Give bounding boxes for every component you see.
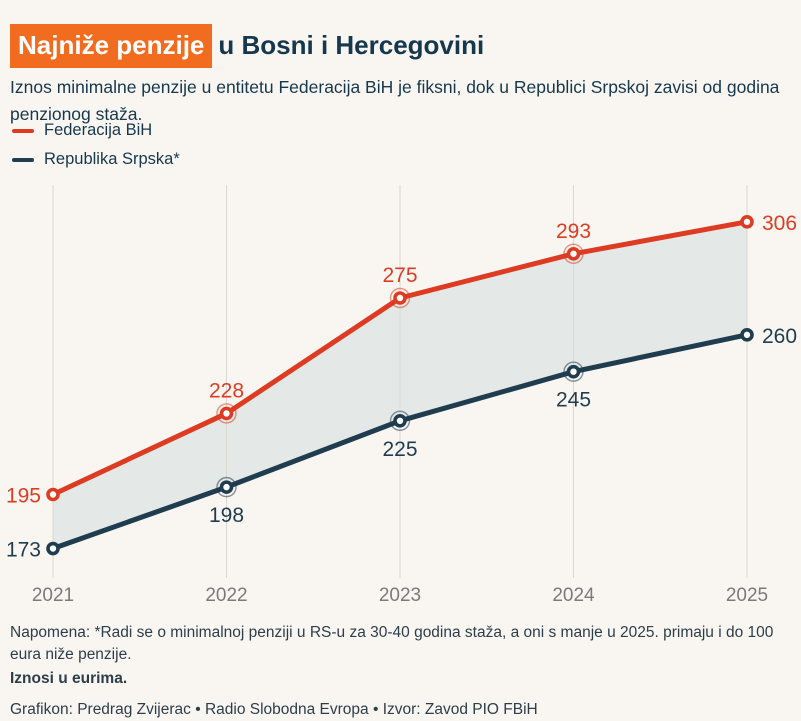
line-chart: 195 228 275 293 306 173 198 225 245 260 2021 2022 20… xyxy=(0,180,801,610)
data-point-marker xyxy=(393,291,407,305)
x-tick-label: 2025 xyxy=(726,585,768,606)
value-label: 198 xyxy=(209,504,244,527)
data-point-marker xyxy=(46,541,60,556)
pension-line-chart-svg: 195 228 275 293 306 173 198 225 245 260 2021 2022 20… xyxy=(6,185,797,606)
legend-label-republika: Republika Srpska* xyxy=(44,150,180,168)
footnote-units: Iznosi u eurima. xyxy=(10,670,128,687)
data-point-marker xyxy=(219,406,234,421)
data-point-marker xyxy=(566,246,581,261)
data-point-halo xyxy=(216,476,237,498)
credit-line: Grafikon: Predrag Zvijerac • Radio Slobo… xyxy=(10,701,538,718)
footnotes: Napomena: *Radi se o minimalnoj penziji … xyxy=(10,622,796,721)
value-label: 306 xyxy=(762,212,797,235)
chart-legend: Federacija BiH Republika Srpska* xyxy=(12,116,180,174)
x-tick-label: 2022 xyxy=(205,585,247,606)
x-tick-label: 2021 xyxy=(32,585,74,606)
legend-label-federacija: Federacija BiH xyxy=(44,121,153,139)
data-point-halo xyxy=(389,287,411,309)
value-label: 260 xyxy=(762,325,797,348)
legend-swatch-federacija xyxy=(12,128,34,133)
value-label: 228 xyxy=(209,379,244,402)
data-point-marker xyxy=(393,414,407,428)
value-label: 195 xyxy=(6,484,41,507)
value-label: 225 xyxy=(382,438,417,461)
data-point-halo xyxy=(563,243,584,264)
data-point-marker xyxy=(46,487,60,502)
title-highlight: Najniže penzije xyxy=(10,24,213,69)
value-label: 173 xyxy=(6,539,41,562)
legend-item-federacija: Federacija BiH xyxy=(12,116,180,145)
value-label: 245 xyxy=(556,389,591,412)
legend-item-republika: Republika Srpska* xyxy=(12,145,180,174)
legend-swatch-republika xyxy=(12,157,34,162)
value-label: 275 xyxy=(382,264,417,287)
page-title: Najniže penzije u Bosni i Hercegovini xyxy=(10,24,793,69)
data-point-marker xyxy=(740,215,754,229)
footnote-napomena: Napomena: *Radi se o minimalnoj penziji … xyxy=(10,624,774,663)
data-point-marker xyxy=(740,328,754,342)
data-point-halo xyxy=(563,361,584,382)
data-point-marker xyxy=(219,480,234,494)
chart-subtitle: Iznos minimalne penzije u entitetu Feder… xyxy=(10,76,780,125)
data-point-marker xyxy=(566,364,581,379)
x-tick-label: 2024 xyxy=(552,585,595,606)
title-rest: u Bosni i Hercegovini xyxy=(218,30,485,61)
x-tick-label: 2023 xyxy=(379,585,421,606)
data-point-halo xyxy=(389,410,411,432)
data-point-halo xyxy=(216,403,237,424)
value-label: 293 xyxy=(556,220,591,243)
